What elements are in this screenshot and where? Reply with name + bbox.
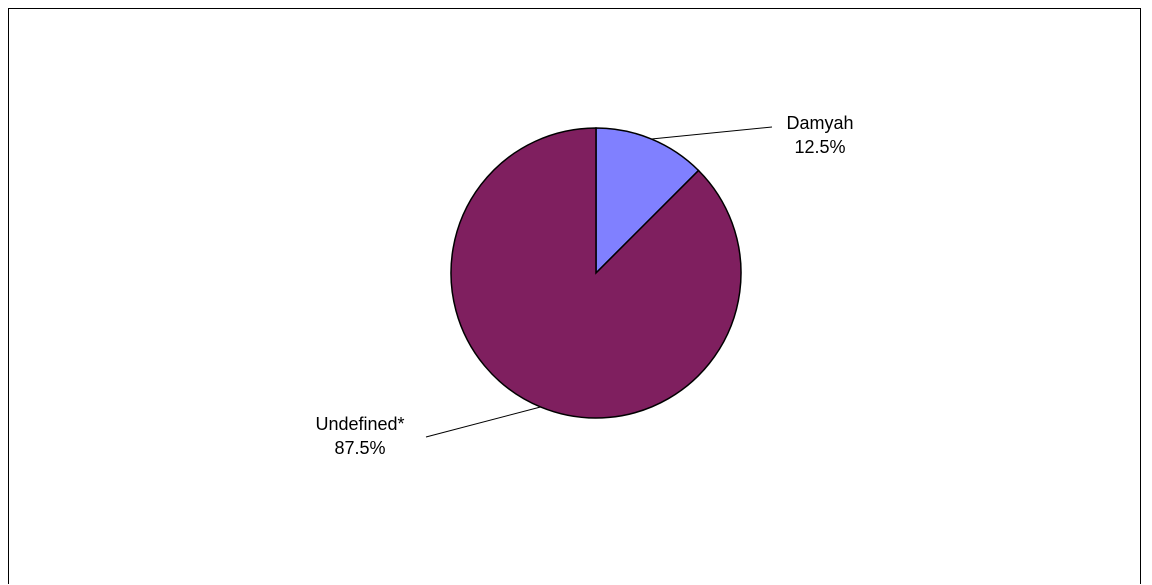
pie-chart: Damyah 12.5% Undefined* 87.5% — [315, 113, 853, 458]
pie-slice-undefined — [450, 127, 742, 419]
slice-label-damyah-value: 12.5% — [794, 137, 845, 157]
chart-area: Damyah 12.5% Undefined* 87.5% — [8, 8, 1141, 584]
pie-slices — [450, 127, 742, 419]
leader-line-undefined — [425, 406, 541, 438]
slice-label-undefined-name: Undefined* — [315, 414, 404, 434]
leader-line-damyah — [651, 126, 773, 140]
leader-lines — [425, 126, 773, 438]
slice-label-undefined-value: 87.5% — [334, 438, 385, 458]
slice-label-damyah-name: Damyah — [786, 113, 853, 133]
pie-slice-damyah — [595, 127, 700, 275]
